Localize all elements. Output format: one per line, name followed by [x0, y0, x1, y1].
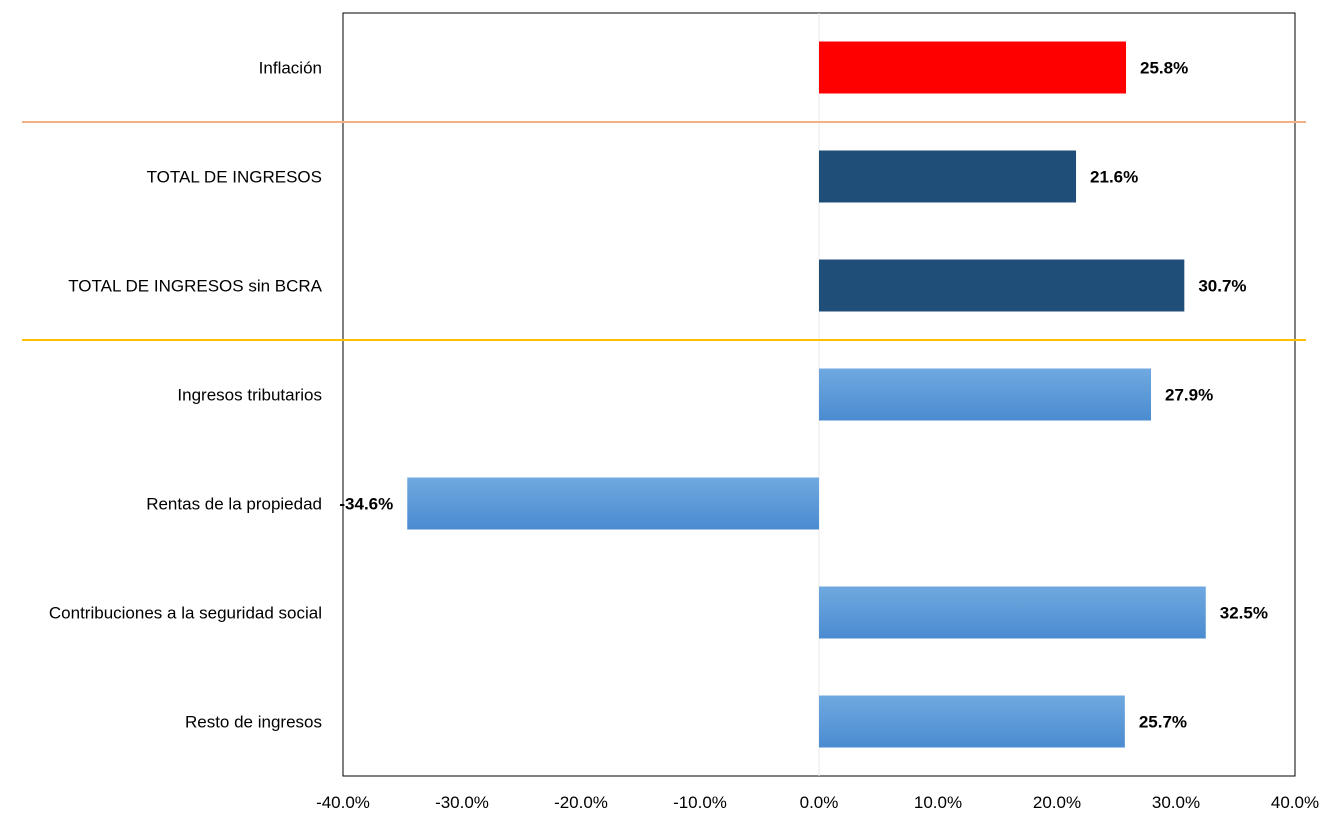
value-label: 27.9% [1165, 386, 1213, 405]
x-tick-label: -40.0% [316, 793, 370, 812]
value-label: -34.6% [339, 495, 393, 514]
x-tick-label: 30.0% [1152, 793, 1200, 812]
category-labels: Inflación TOTAL DE INGRESOS TOTAL DE INGRE… [49, 59, 323, 732]
value-label: 25.8% [1140, 59, 1188, 78]
bar [407, 477, 819, 530]
x-tick-label: 0.0% [800, 793, 839, 812]
bar [819, 695, 1125, 748]
bar [819, 41, 1127, 94]
x-tick-label: 20.0% [1033, 793, 1081, 812]
bar [819, 586, 1206, 639]
category-label: TOTAL DE INGRESOS sin BCRA [68, 277, 322, 296]
x-tick-label: -10.0% [673, 793, 727, 812]
bar [819, 259, 1185, 312]
value-label: 32.5% [1220, 604, 1268, 623]
category-label: Resto de ingresos [185, 713, 322, 732]
category-label: Inflación [259, 59, 322, 78]
value-label: 30.7% [1198, 277, 1246, 296]
bar [819, 368, 1152, 421]
separator-lines [22, 121, 1306, 341]
x-axis-tick-labels: -40.0% -30.0% -20.0% -10.0% 0.0% 10.0% 20.0% 30… [316, 793, 1319, 812]
value-labels: 25.8% 21.6% 30.7% 27.9% -34.6% 32.5% 25.7% [339, 59, 1268, 732]
x-tick-label: -20.0% [554, 793, 608, 812]
x-tick-label: 40.0% [1271, 793, 1319, 812]
value-label: 21.6% [1090, 168, 1138, 187]
bars [407, 41, 1206, 748]
category-label: Ingresos tributarios [177, 386, 322, 405]
value-label: 25.7% [1139, 713, 1187, 732]
category-label: Rentas de la propiedad [146, 495, 322, 514]
bar [819, 150, 1077, 203]
x-tick-label: 10.0% [914, 793, 962, 812]
x-tick-label: -30.0% [435, 793, 489, 812]
category-label: Contribuciones a la seguridad social [49, 604, 322, 623]
category-label: TOTAL DE INGRESOS [147, 168, 322, 187]
